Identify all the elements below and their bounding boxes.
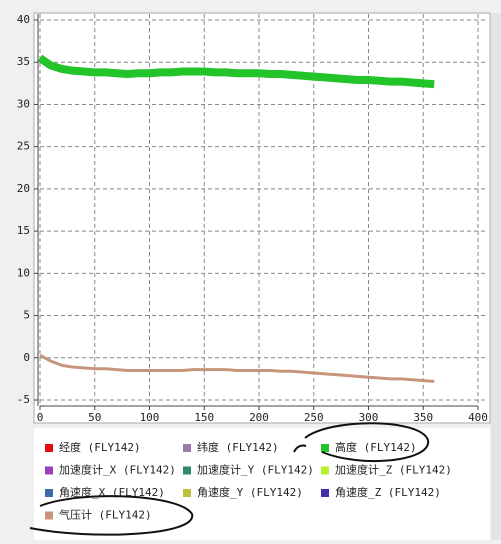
x-tick-label: 100 [140,411,160,424]
legend-label: 角速度_X (FLY142) [59,485,165,499]
x-tick-label: 150 [194,411,214,424]
legend-swatch [45,466,53,475]
legend-swatch [45,489,53,497]
legend-label: 角速度_Y (FLY142) [197,485,303,499]
y-tick-label: 10 [17,266,30,279]
legend-label: 加速度计_X (FLY142) [59,463,176,477]
y-tick-label: 35 [17,55,30,68]
data-line [39,353,435,383]
legend-swatch [183,444,191,452]
legend-label: 经度 (FLY142) [59,440,141,454]
legend-swatch [183,489,191,497]
x-tick-label: 400 [468,411,488,424]
legend-swatch [321,444,329,452]
scrollbar [491,13,501,540]
legend-label: 气压计 (FLY142) [59,508,152,522]
legend-label: 加速度计_Y (FLY142) [197,463,314,477]
x-tick-label: 350 [413,411,433,424]
legend-swatch [321,466,329,475]
legend-swatch [321,489,329,497]
legend-label: 加速度计_Z (FLY142) [335,463,452,477]
legend-label: 高度 (FLY142) [335,440,417,454]
y-tick-label: 15 [17,224,30,237]
legend-label: 角速度_Z (FLY142) [335,485,441,499]
x-tick-label: 0 [37,411,44,424]
x-tick-label: 300 [359,411,379,424]
legend-swatch [183,466,191,475]
y-tick-label: 40 [17,13,30,26]
y-tick-label: 20 [17,182,30,195]
legend-label: 纬度 (FLY142) [197,440,279,454]
hand-annotation [29,495,194,536]
data-line [37,54,435,89]
y-tick-label: 30 [17,97,30,110]
hand-annotation [293,444,307,453]
legend-swatch [45,511,53,520]
y-tick-label: 5 [23,309,30,322]
y-tick-label: -5 [17,393,30,406]
y-tick-label: 0 [23,351,30,364]
y-tick-label: 25 [17,140,30,153]
legend-swatch [45,444,53,452]
x-tick-label: 200 [249,411,269,424]
x-tick-label: 250 [304,411,324,424]
hand-annotation [304,422,430,462]
x-tick-label: 50 [88,411,101,424]
legend-panel [34,428,490,540]
